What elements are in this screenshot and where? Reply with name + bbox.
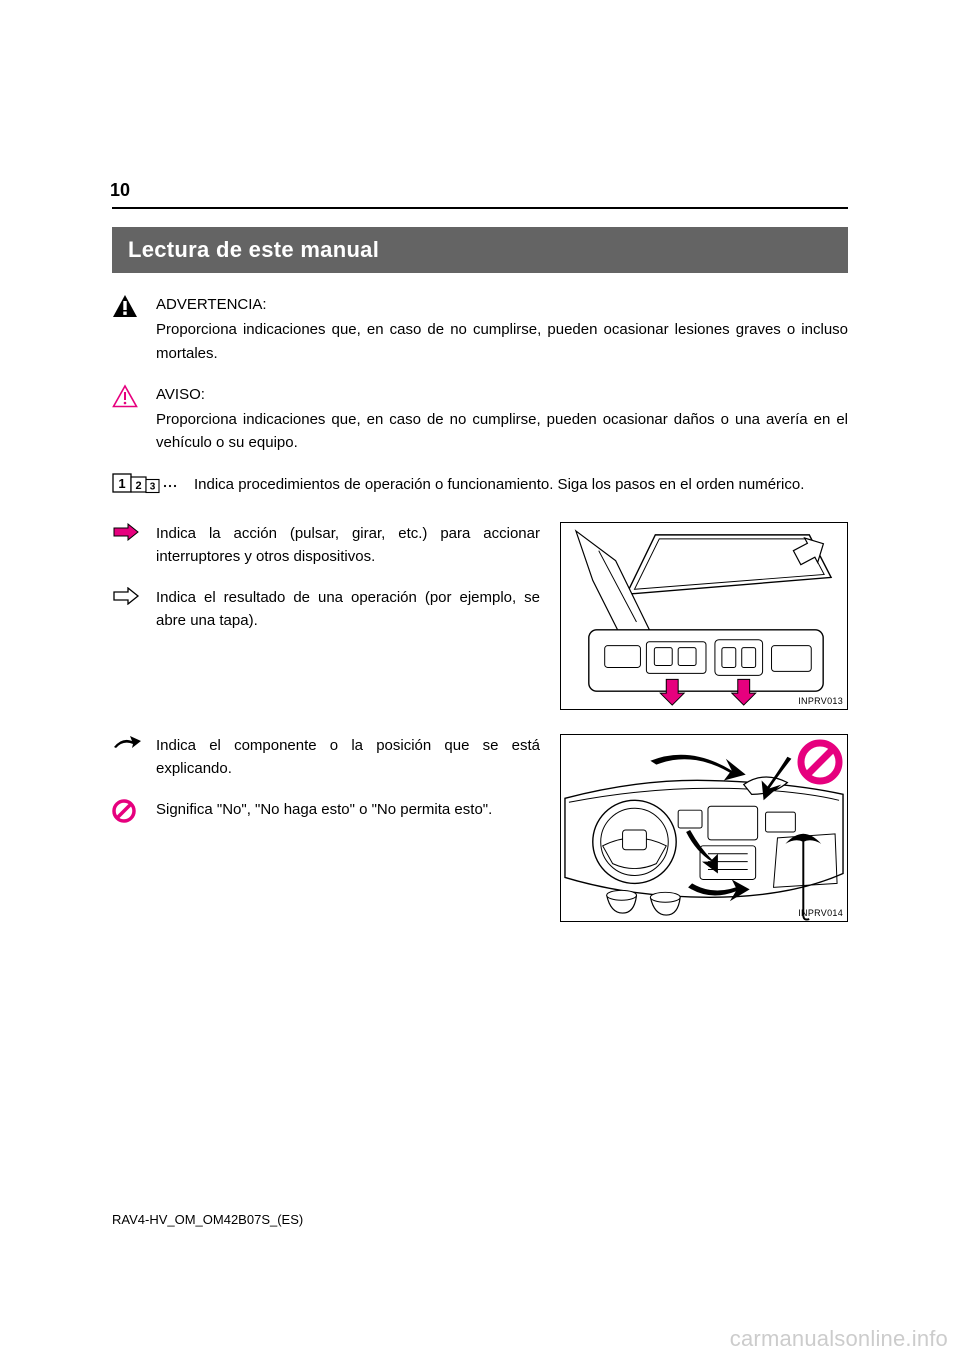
page-number: 10 xyxy=(110,180,848,201)
notice-body: Proporciona indicaciones que, en caso de… xyxy=(156,411,848,451)
pointer-arrow-row: Indica el componente o la posición que s… xyxy=(112,734,540,781)
action-result-left: Indica la acción (pulsar, girar, etc.) p… xyxy=(112,522,540,710)
action-arrow-text: Indica la acción (pulsar, girar, etc.) p… xyxy=(156,522,540,569)
prohibition-icon xyxy=(112,798,156,823)
figure-1-label: INPRV013 xyxy=(798,696,843,706)
figure-2-prohibition-overlay xyxy=(797,739,843,790)
watermark: carmanualsonline.info xyxy=(730,1326,948,1352)
pointer-prohibition-left: Indica el componente o la posición que s… xyxy=(112,734,540,922)
prohibition-row: Significa "No", "No haga esto" o "No per… xyxy=(112,798,540,823)
svg-text:3: 3 xyxy=(150,481,156,492)
notice-icon xyxy=(112,383,156,408)
steps-icon: 1 2 3 xyxy=(112,473,194,500)
action-result-block: Indica la acción (pulsar, girar, etc.) p… xyxy=(112,522,848,710)
action-arrow-row: Indica la acción (pulsar, girar, etc.) p… xyxy=(112,522,540,569)
figure-2-box: INPRV014 xyxy=(560,734,848,922)
action-arrow-icon xyxy=(112,522,156,541)
result-arrow-text: Indica el resultado de una operación (po… xyxy=(156,586,540,633)
notice-label: AVISO: xyxy=(156,383,848,406)
figure-1-box: INPRV013 xyxy=(560,522,848,710)
warning-icon xyxy=(112,293,156,318)
warning-text: ADVERTENCIA: Proporciona indicaciones qu… xyxy=(156,293,848,365)
result-arrow-row: Indica el resultado de una operación (po… xyxy=(112,586,540,633)
footer-code: RAV4-HV_OM_OM42B07S_(ES) xyxy=(112,1212,303,1227)
result-arrow-icon xyxy=(112,586,156,605)
figure-1: INPRV013 xyxy=(560,522,848,710)
svg-text:1: 1 xyxy=(118,476,125,491)
pointer-arrow-text: Indica el componente o la posición que s… xyxy=(156,734,540,781)
svg-text:2: 2 xyxy=(135,480,141,492)
prohibition-text: Significa "No", "No haga esto" o "No per… xyxy=(156,798,540,821)
page-content: 10 Lectura de este manual ADVERTENCIA: P… xyxy=(112,180,848,946)
steps-row: 1 2 3 Indica procedimientos de operación… xyxy=(112,473,848,500)
warning-label: ADVERTENCIA: xyxy=(156,293,848,316)
pointer-prohibition-block: Indica el componente o la posición que s… xyxy=(112,734,848,922)
warning-row: ADVERTENCIA: Proporciona indicaciones qu… xyxy=(112,293,848,365)
figure-2: INPRV014 xyxy=(560,734,848,922)
page-rule xyxy=(112,207,848,209)
figure-2-label: INPRV014 xyxy=(798,908,843,918)
steps-text: Indica procedimientos de operación o fun… xyxy=(194,473,848,496)
notice-row: AVISO: Proporciona indicaciones que, en … xyxy=(112,383,848,455)
warning-body: Proporciona indicaciones que, en caso de… xyxy=(156,321,848,361)
pointer-arrow-icon xyxy=(112,734,156,749)
notice-text: AVISO: Proporciona indicaciones que, en … xyxy=(156,383,848,455)
section-title: Lectura de este manual xyxy=(112,227,848,273)
